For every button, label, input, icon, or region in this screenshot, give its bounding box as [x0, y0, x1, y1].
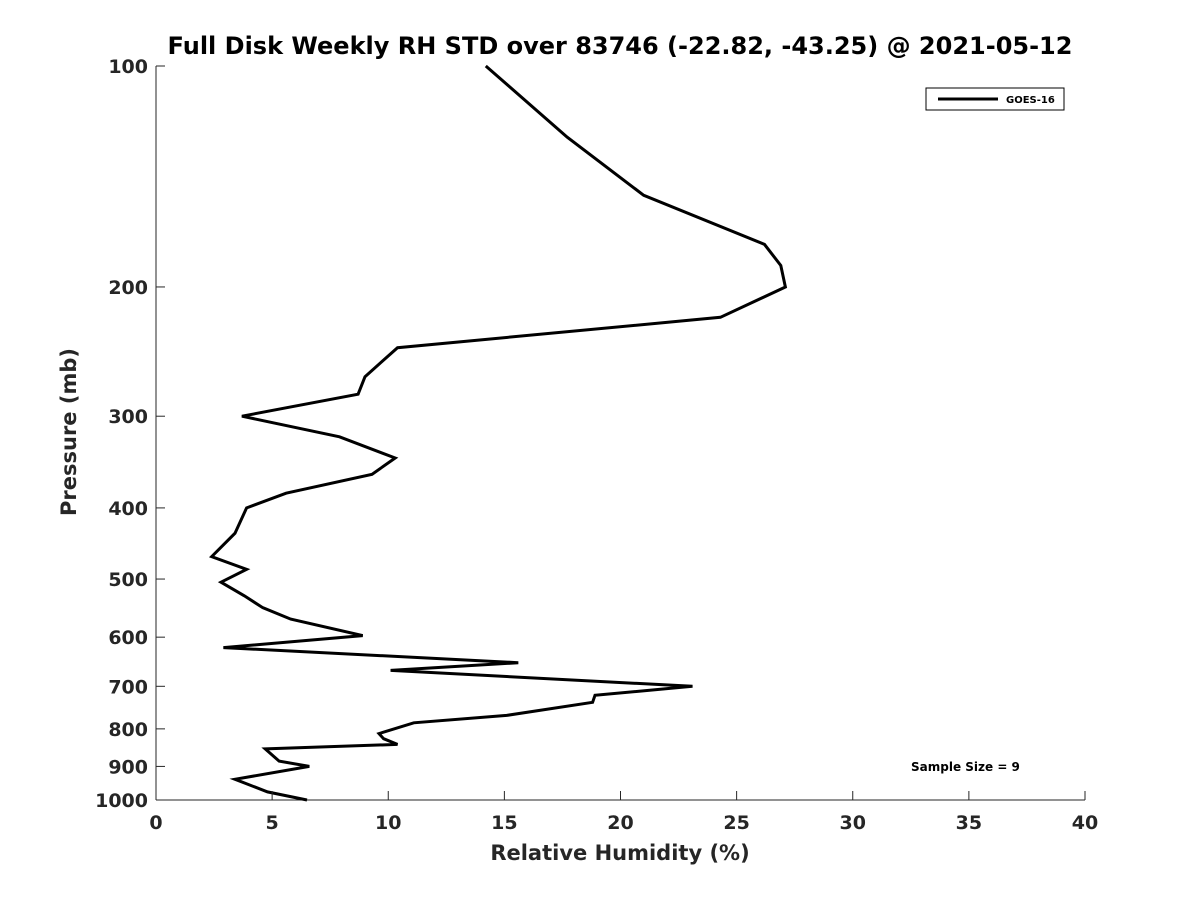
x-axis: 0 5 10 15 20 25 30 35 40	[149, 791, 1098, 834]
x-tick-label: 15	[491, 812, 517, 834]
y-tick-label: 200	[108, 277, 148, 299]
x-tick-label: 35	[956, 812, 982, 834]
y-tick-label: 600	[108, 627, 148, 649]
y-tick-label: 700	[108, 676, 148, 698]
y-tick-label: 400	[108, 498, 148, 520]
x-tick-label: 0	[149, 812, 162, 834]
sample-size-annotation: Sample Size = 9	[911, 760, 1020, 774]
series-line-goes-16	[208, 64, 788, 802]
y-tick-label: 500	[108, 569, 148, 591]
x-tick-label: 5	[266, 812, 279, 834]
y-axis-label: Pressure (mb)	[57, 348, 81, 516]
x-tick-label: 30	[840, 812, 866, 834]
x-tick-label: 20	[607, 812, 633, 834]
y-tick-label: 300	[108, 406, 148, 428]
x-tick-label: 40	[1072, 812, 1098, 834]
y-tick-label: 1000	[95, 790, 148, 812]
y-tick-label: 900	[108, 756, 148, 778]
plot-area	[155, 64, 1085, 802]
y-axis: 100 200 300 400 500 600 700 800 900 1000	[95, 56, 165, 812]
y-tick-label: 100	[108, 56, 148, 78]
x-tick-label: 10	[375, 812, 401, 834]
x-tick-label: 25	[723, 812, 749, 834]
y-tick-label: 800	[108, 719, 148, 741]
chart-title: Full Disk Weekly RH STD over 83746 (-22.…	[168, 32, 1073, 60]
legend: GOES-16	[925, 87, 1065, 111]
x-axis-label: Relative Humidity (%)	[490, 841, 749, 865]
legend-label-goes-16: GOES-16	[1006, 95, 1055, 106]
